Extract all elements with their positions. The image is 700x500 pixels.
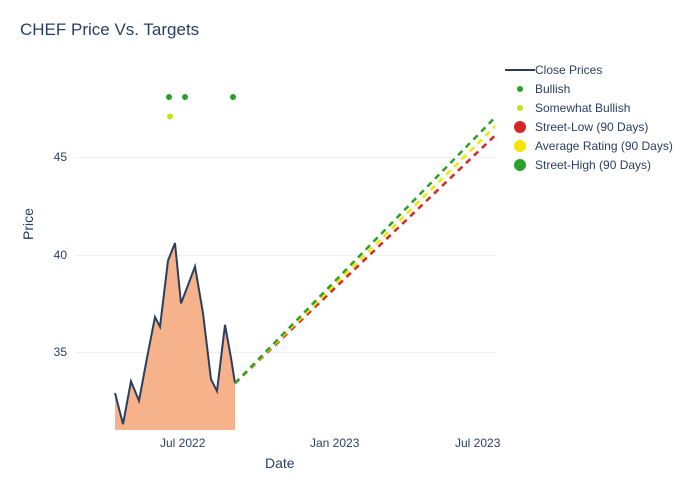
x-axis-label: Date (265, 455, 295, 471)
legend: Close Prices Bullish Somewhat Bullish Stree… (505, 60, 695, 174)
legend-marker (505, 155, 535, 174)
plot-svg (75, 60, 495, 430)
x-tick-label: Jul 2023 (455, 436, 500, 450)
chart-title: CHEF Price Vs. Targets (20, 20, 199, 40)
legend-item[interactable]: Somewhat Bullish (505, 98, 695, 117)
bullish-marker (230, 94, 236, 100)
legend-label: Street-High (90 Days) (535, 158, 651, 172)
chart-container: CHEF Price Vs. Targets 35 40 45 Jul 2022 Ja… (0, 0, 700, 500)
x-tick-label: Jan 2023 (310, 436, 359, 450)
y-axis-label: Price (20, 208, 36, 240)
projection-line-street_high (235, 97, 495, 383)
legend-marker (505, 117, 535, 136)
legend-item[interactable]: Close Prices (505, 60, 695, 79)
x-tick-label: Jul 2022 (160, 436, 205, 450)
legend-item[interactable]: Bullish (505, 79, 695, 98)
somewhat-bullish-marker (167, 113, 173, 119)
legend-label: Average Rating (90 Days) (535, 139, 673, 153)
y-tick-label: 40 (54, 248, 67, 262)
legend-marker (505, 98, 535, 117)
y-tick-label: 45 (54, 150, 67, 164)
legend-marker (505, 79, 535, 98)
legend-item[interactable]: Street-Low (90 Days) (505, 117, 695, 136)
bullish-marker (166, 94, 172, 100)
legend-item[interactable]: Street-High (90 Days) (505, 155, 695, 174)
legend-label: Close Prices (535, 63, 602, 77)
legend-marker (505, 136, 535, 155)
bullish-marker (182, 94, 188, 100)
legend-label: Somewhat Bullish (535, 101, 630, 115)
legend-label: Bullish (535, 82, 570, 96)
legend-item[interactable]: Average Rating (90 Days) (505, 136, 695, 155)
close-price-area (115, 243, 235, 430)
y-tick-label: 35 (54, 345, 67, 359)
legend-marker (505, 60, 535, 79)
plot-area (75, 60, 495, 430)
legend-label: Street-Low (90 Days) (535, 120, 648, 134)
